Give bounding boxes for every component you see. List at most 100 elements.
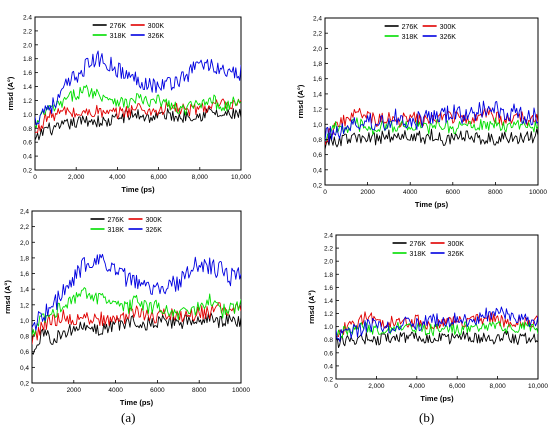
y-tick-label: 1.2 [324,311,333,318]
y-tick-label: 0.8 [23,126,32,133]
x-tick-label: 10000 [529,189,547,196]
legend-label-318K: 318K [108,227,125,234]
y-tick-label: 2.2 [324,246,333,253]
y-tick-label: 2,2 [313,31,322,38]
y-axis-label: rmsd (A°) [296,84,305,118]
y-tick-label: 1,8 [20,255,29,262]
x-tick-label: 8,000 [192,174,209,181]
y-tick-label: 0,8 [20,334,29,341]
x-axis-label: Time (ps) [120,398,154,407]
series-line-326K [32,253,241,331]
caption-b: (b) [419,410,435,425]
x-tick-label: 10000 [232,387,250,394]
x-axis-label: Time (ps) [420,394,454,403]
y-tick-label: 1,4 [313,91,322,98]
series-line-276K [325,128,538,150]
x-tick-label: 10,000 [528,383,548,390]
legend-label-276K: 276K [110,23,127,30]
x-tick-label: 0 [33,174,37,181]
y-tick-label: 2.0 [23,42,32,49]
chart-panel-3: 0,2 0,4 0,6 0,8 1,0 1,2 1,4 1,6 1,8 2,0 2,2 2,4 0 200… [3,209,250,408]
legend-label-276K: 276K [402,24,419,31]
y-tick-label: 1.6 [23,70,32,77]
caption-a: (a) [121,410,136,425]
x-tick-label: 2000 [360,189,375,196]
x-tick-label: 0 [323,189,327,196]
chart-panel-2: 0,2 0,4 0,6 0,8 1,0 1,2 1,4 1,6 1,8 2,0 2,2 2,4 0 200… [296,16,547,210]
y-axis-label: rmsd (A°) [6,76,15,110]
x-tick-label: 6,000 [150,174,167,181]
y-tick-label: 0,6 [313,152,322,159]
y-tick-label: 1,0 [313,122,322,129]
y-tick-label: 0,8 [313,137,322,144]
x-tick-label: 4,000 [409,383,426,390]
series-line-318K [336,320,538,339]
y-tick-label: 0.6 [324,350,333,357]
series-line-318K [35,84,241,129]
legend-label-276K: 276K [410,241,427,248]
y-tick-label: 1,6 [20,271,29,278]
x-tick-label: 2000 [67,387,82,394]
y-tick-label: 2,0 [20,240,29,247]
y-tick-label: 0.4 [324,363,333,370]
plot-frame [335,234,539,380]
legend-label-300K: 300K [440,24,457,31]
plot-frame [34,16,242,171]
y-tick-label: 2.4 [23,15,32,22]
x-tick-label: 6000 [446,189,461,196]
y-tick-label: 2,2 [20,224,29,231]
y-tick-label: 1,0 [20,318,29,325]
legend-label-318K: 318K [110,33,127,40]
y-tick-label: 0,4 [20,365,29,372]
series-line-300K [35,98,241,134]
legend: 276K 300K 318K 326K [92,23,165,40]
y-tick-label: 1.4 [324,298,333,305]
legend-label-318K: 318K [410,251,427,258]
y-tick-label: 0,2 [20,381,29,388]
x-tick-label: 10,000 [231,174,251,181]
x-tick-label: 2,000 [68,174,85,181]
x-tick-label: 8000 [488,189,503,196]
x-tick-label: 0 [30,387,34,394]
y-tick-label: 0.4 [23,154,32,161]
x-tick-label: 8,000 [489,383,506,390]
legend-label-326K: 326K [448,251,465,258]
y-tick-label: 1,6 [313,76,322,83]
y-tick-label: 2,0 [313,46,322,53]
x-tick-label: 4000 [108,387,123,394]
y-tick-label: 0,6 [20,349,29,356]
series-line-276K [336,330,538,349]
y-tick-label: 1.2 [23,98,32,105]
y-tick-label: 1.0 [324,324,333,331]
y-tick-label: 0,2 [313,183,322,190]
y-tick-label: 1.0 [23,112,32,119]
legend-label-326K: 326K [148,33,165,40]
y-tick-label: 0.6 [23,140,32,147]
y-tick-label: 0,4 [313,167,322,174]
y-tick-label: 2.4 [324,233,333,240]
y-tick-label: 2,4 [313,16,322,23]
legend: 276K 300K 318K 326K [392,241,465,258]
y-tick-label: 1.6 [324,285,333,292]
x-tick-label: 0 [334,383,338,390]
chart-panel-1: 0.2 0.4 0.6 0.8 1.0 1.2 1.4 1.6 1.8 2.0 2.2 2.4 0 2,0… [6,15,251,195]
chart-panel-4: 0.2 0.4 0.6 0.8 1.0 1.2 1.4 1.6 1.8 2.0 2.2 2.4 0 2,0… [307,233,548,404]
legend-label-300K: 300K [448,241,465,248]
series-line-326K [325,100,538,143]
y-tick-label: 0.2 [23,168,32,175]
series-line-326K [336,306,538,343]
legend-label-326K: 326K [440,34,457,41]
y-tick-label: 0.2 [324,377,333,384]
series-line-276K [35,106,241,141]
x-axis-label: Time (ps) [121,185,155,194]
y-tick-label: 2.0 [324,259,333,266]
x-tick-label: 4000 [403,189,418,196]
y-tick-label: 1.8 [324,272,333,279]
y-tick-label: 0.8 [324,337,333,344]
y-tick-label: 2,4 [20,209,29,216]
x-tick-label: 8000 [192,387,207,394]
series-line-318K [32,287,241,336]
legend: 276K 300K 318K 326K [384,24,457,41]
x-axis-label: Time (ps) [415,200,449,209]
legend-label-276K: 276K [108,217,125,224]
